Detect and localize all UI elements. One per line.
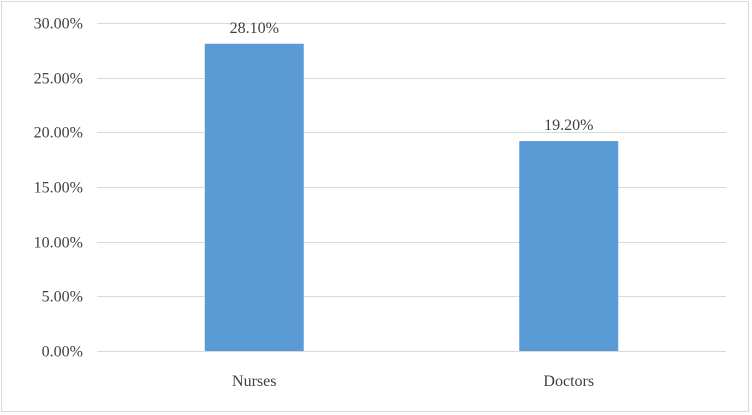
gridlines <box>97 23 726 352</box>
data-label-nurses: 28.10% <box>230 20 279 37</box>
y-tick-label: 25.00% <box>34 71 83 88</box>
y-tick-label: 0.00% <box>42 344 83 361</box>
bar-nurses <box>204 43 304 351</box>
y-tick-label: 20.00% <box>34 125 83 142</box>
y-tick-label: 15.00% <box>34 180 83 197</box>
bar-doctors <box>519 141 619 351</box>
bars <box>204 43 619 351</box>
data-labels: 28.10% 19.20% <box>230 20 594 134</box>
x-tick-label-nurses: Nurses <box>232 373 276 390</box>
y-tick-label: 10.00% <box>34 235 83 252</box>
y-tick-label: 30.00% <box>34 16 83 33</box>
x-axis-tick-labels: Nurses Doctors <box>232 373 594 390</box>
data-label-doctors: 19.20% <box>544 117 593 134</box>
y-tick-label: 5.00% <box>42 289 83 306</box>
x-tick-label-doctors: Doctors <box>543 373 594 390</box>
y-axis-tick-labels: 0.00% 5.00% 10.00% 15.00% 20.00% 25.00% 30.00% <box>34 16 83 361</box>
